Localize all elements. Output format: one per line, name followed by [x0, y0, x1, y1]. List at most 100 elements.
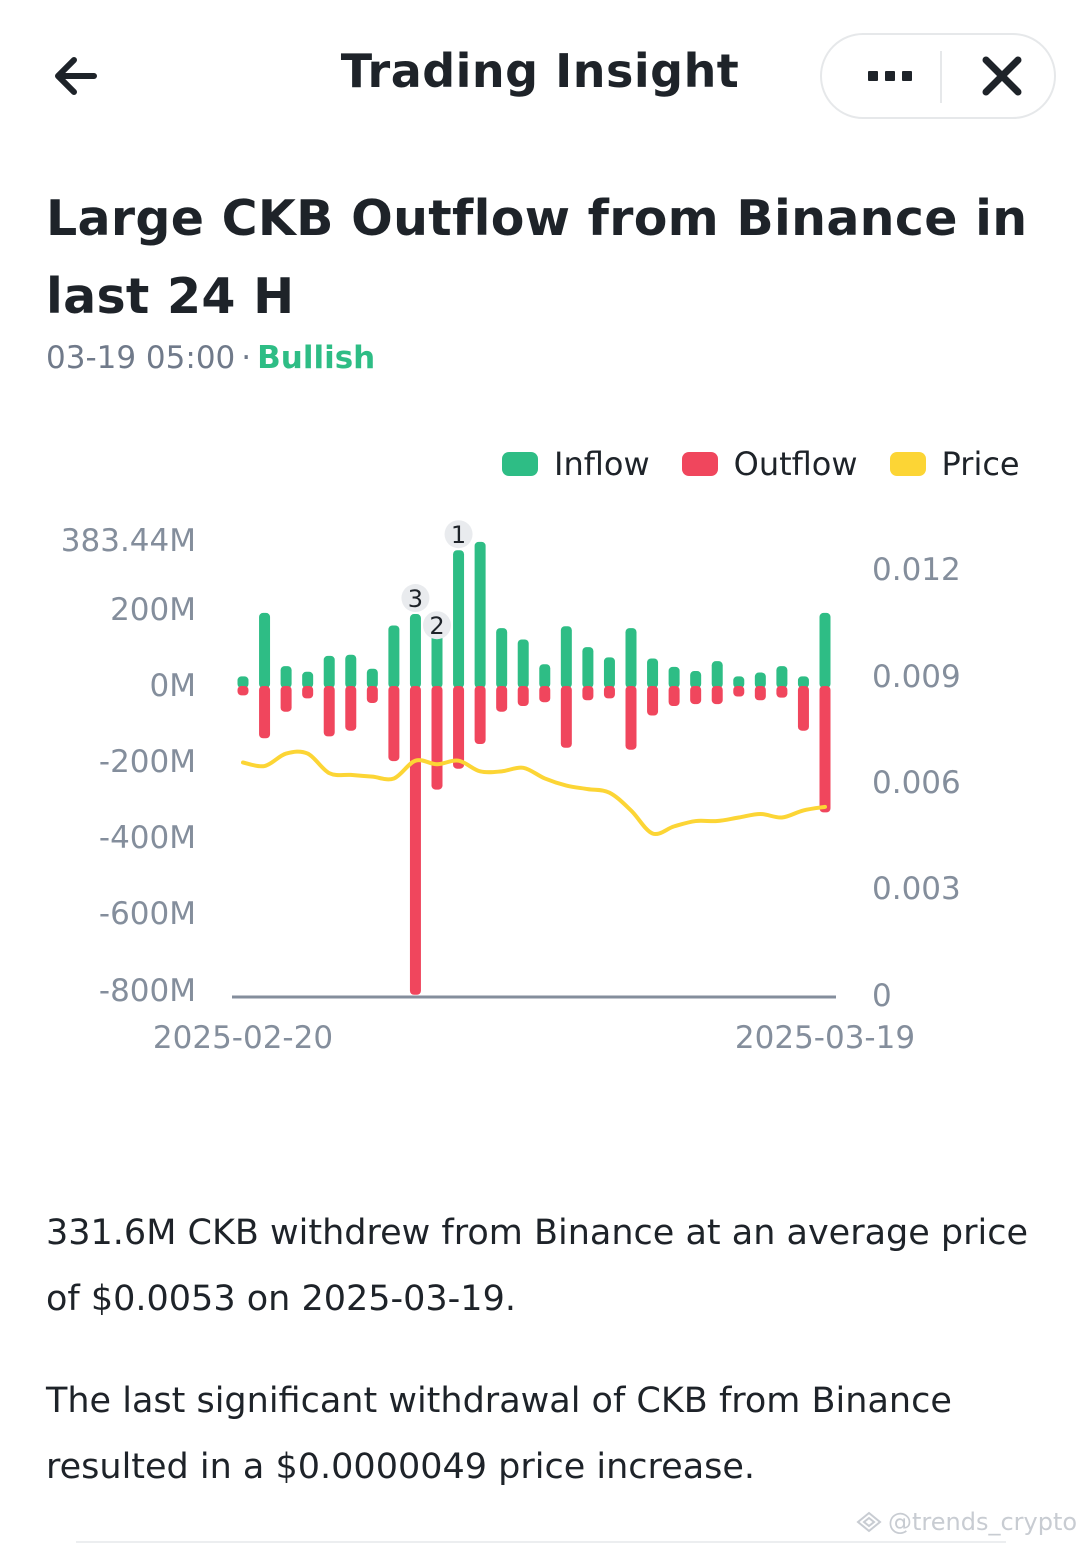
y-left-tick-label: -800M [99, 973, 196, 1009]
outflow-bar [345, 686, 357, 731]
close-icon [982, 56, 1022, 96]
meta-separator: · [241, 340, 252, 376]
inflow-bar [453, 550, 465, 688]
watermark-text: @trends_crypto [888, 1508, 1078, 1536]
chart-legend: Inflow Outflow Price [502, 444, 1020, 484]
inflow-bar [733, 676, 745, 688]
outflow-bar [259, 686, 271, 739]
outflow-bar [409, 686, 421, 995]
outflow-bar [668, 686, 680, 706]
outflow-bar [388, 686, 400, 762]
inflow-bar [560, 626, 572, 688]
back-button[interactable] [50, 52, 100, 100]
y-right-tick-label: 0 [872, 978, 892, 1014]
event-marker-label: 3 [408, 585, 423, 613]
mini-program-capsule [820, 33, 1056, 119]
flow-chart: 383.44M 200M 0M -200M -400M -600M -800M 0.012 0.… [0, 500, 1080, 1080]
outflow-bar [797, 686, 809, 731]
inflow-bar [517, 639, 529, 688]
outflow-bar [776, 686, 788, 698]
outflow-bar [754, 686, 766, 701]
x-tick-label-end: 2025-03-19 [735, 1020, 915, 1056]
legend-swatch-outflow [681, 452, 718, 476]
inflow-bar [754, 672, 766, 688]
event-marker [401, 584, 430, 613]
outflow-bar [690, 686, 702, 705]
y-left-tick-label: 383.44M [61, 523, 196, 559]
arrow-left-icon [55, 57, 97, 95]
inflow-bar [323, 655, 335, 688]
close-button[interactable] [962, 35, 1042, 117]
outflow-bar [517, 686, 529, 706]
y-right-tick-label: 0.003 [872, 871, 961, 907]
insight-time: 03-19 05:00 [46, 340, 236, 376]
outflow-bar [302, 686, 314, 699]
legend-swatch-price [889, 452, 926, 476]
event-marker-label: 2 [429, 612, 444, 640]
inflow-bar [345, 654, 357, 688]
insight-meta: 03-19 05:00 · Bullish [46, 340, 375, 376]
legend-label-outflow: Outflow [733, 445, 858, 483]
watermark: @trends_crypto [856, 1508, 1077, 1536]
y-left-tick-label: -400M [99, 820, 196, 856]
outflow-bar [237, 686, 249, 696]
inflow-bar [409, 614, 421, 688]
bottom-divider [76, 1541, 1006, 1543]
flow-chart-svg: 383.44M 200M 0M -200M -400M -600M -800M 0.012 0.… [61, 520, 961, 1056]
inflow-bar [388, 625, 400, 688]
inflow-bar [647, 658, 659, 688]
top-bar: Trading Insight [0, 0, 1080, 150]
more-button[interactable] [842, 35, 938, 117]
outflow-bar [625, 686, 637, 750]
capsule-divider [940, 51, 942, 103]
inflow-bar [366, 668, 378, 688]
legend-swatch-inflow [502, 452, 538, 476]
inflow-bar [582, 647, 594, 688]
y-left-tick-label: -200M [99, 744, 196, 780]
inflow-bar [259, 612, 271, 688]
inflow-bar [496, 628, 508, 688]
event-marker [444, 520, 473, 549]
page-title: Trading Insight [340, 44, 740, 98]
insight-headline: Large CKB Outflow from Binance in last 2… [46, 190, 1028, 325]
outflow-bar [280, 686, 292, 712]
inflow-bar [302, 671, 314, 688]
x-tick-label-start: 2025-02-20 [153, 1020, 333, 1056]
outflow-bar [582, 686, 594, 701]
description-paragraph-1: 331.6M CKB withdrew from Binance at an a… [46, 1213, 1029, 1319]
binance-square-icon [856, 1511, 882, 1533]
outflow-bar [323, 686, 335, 737]
outflow-bar [496, 686, 508, 712]
y-right-tick-label: 0.009 [872, 659, 961, 695]
outflow-bar [647, 686, 659, 716]
outflow-bar [474, 686, 486, 744]
inflow-bar [668, 666, 680, 688]
inflow-bar [431, 629, 443, 688]
inflow-bar [690, 671, 702, 688]
y-right-tick-label: 0.006 [872, 765, 961, 801]
inflow-bar [603, 657, 615, 688]
y-left-tick-label: 200M [110, 592, 196, 628]
outflow-bar [453, 686, 465, 769]
inflow-bar [776, 666, 788, 688]
more-dots-icon [868, 71, 878, 81]
legend-label-inflow: Inflow [554, 445, 650, 483]
inflow-bar [237, 676, 249, 688]
inflow-bar [711, 661, 723, 688]
inflow-bar [539, 664, 551, 688]
legend-label-price: Price [941, 445, 1020, 483]
outflow-bar [431, 686, 443, 790]
inflow-bar [819, 612, 831, 688]
outflow-bar [539, 686, 551, 703]
inflow-bar [625, 628, 637, 688]
y-right-tick-label: 0.012 [872, 552, 961, 588]
outflow-bar [560, 686, 572, 748]
y-left-tick-label: -600M [99, 896, 196, 932]
outflow-bar [366, 686, 378, 703]
description-paragraph-2: The last significant withdrawal of CKB f… [46, 1381, 952, 1487]
price-line [241, 749, 827, 837]
outflow-bar [603, 686, 615, 699]
inflow-bar [797, 676, 809, 688]
outflow-bar [819, 686, 831, 813]
outflow-bar [711, 686, 723, 705]
